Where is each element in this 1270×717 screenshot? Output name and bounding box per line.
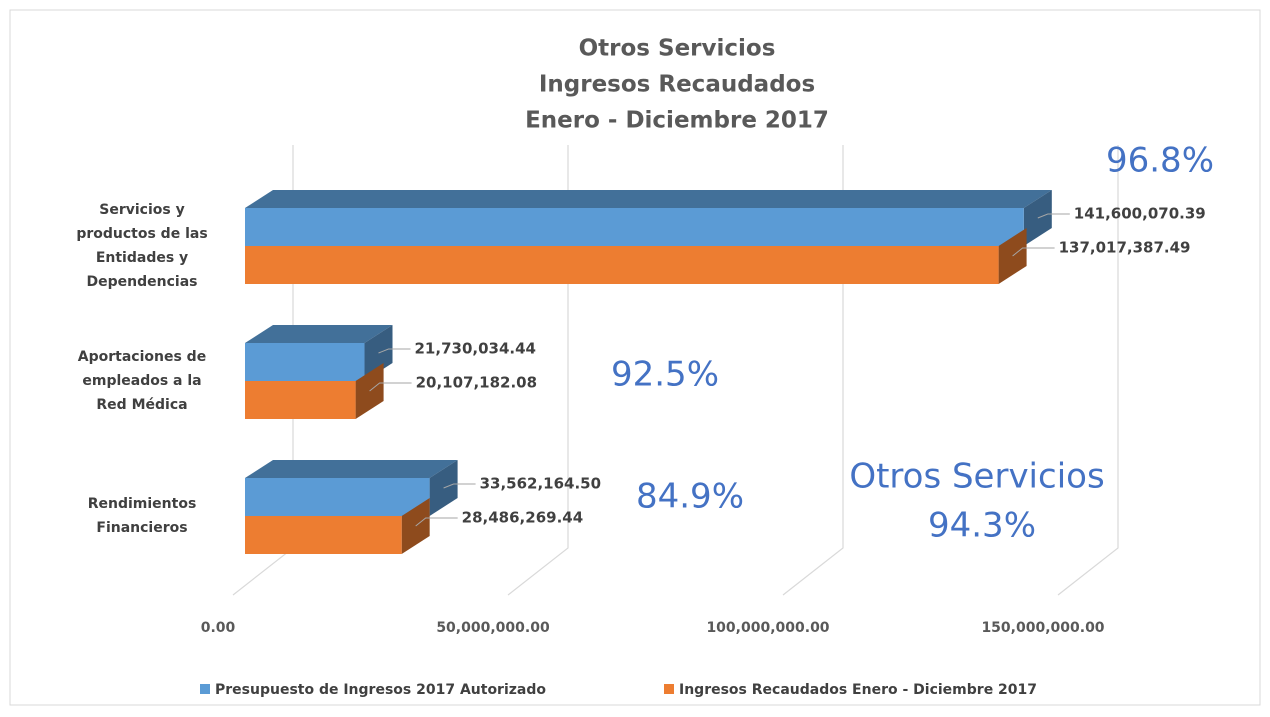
leader-line — [1037, 213, 1070, 219]
value-label: 20,107,182.08 — [416, 374, 537, 392]
value-label: 141,600,070.39 — [1074, 205, 1206, 223]
bar — [245, 190, 1052, 246]
value-label: 21,730,034.44 — [415, 340, 536, 358]
annotation: 94.3% — [928, 506, 1036, 546]
bar-top — [245, 460, 458, 478]
chart-title: Enero - Diciembre 2017 — [525, 108, 829, 134]
legend-swatch — [664, 684, 674, 694]
annotation: 96.8% — [1106, 141, 1214, 181]
category-label: Aportaciones de empleados a la Red Médica — [78, 349, 206, 413]
leader-line — [415, 517, 458, 527]
chart-title: Otros Servicios — [579, 36, 776, 62]
bar-side — [998, 228, 1027, 284]
value-label: 33,562,164.50 — [480, 475, 601, 493]
x-tick-label: 100,000,000.00 — [706, 620, 829, 636]
chart-frame — [9, 9, 1261, 706]
leader-line — [369, 382, 412, 392]
value-label: 137,017,387.49 — [1059, 239, 1191, 257]
legend-label: Ingresos Recaudados Enero - Diciembre 20… — [679, 682, 1037, 698]
category-label: Rendimientos Financieros — [88, 496, 197, 536]
x-tick-label: 0.00 — [201, 620, 236, 636]
leader-line — [443, 483, 476, 489]
value-label: 28,486,269.44 — [462, 509, 583, 527]
bar — [245, 498, 430, 554]
bar-top — [245, 325, 393, 343]
legend-label: Presupuesto de Ingresos 2017 Autorizado — [215, 682, 546, 698]
x-tick-label: 150,000,000.00 — [981, 620, 1104, 636]
chart-title: Ingresos Recaudados — [539, 72, 815, 98]
leader-line — [1012, 247, 1055, 257]
annotation: 84.9% — [636, 477, 744, 517]
bar-front — [245, 343, 365, 381]
legend-swatch — [200, 684, 210, 694]
bar-front — [245, 246, 999, 284]
bar-front — [245, 478, 430, 516]
bar — [245, 460, 458, 516]
leader-line — [378, 348, 411, 354]
bar-front — [245, 516, 402, 554]
bar-top — [245, 190, 1052, 208]
bar-front — [245, 381, 356, 419]
grid-line — [1057, 145, 1119, 596]
x-tick-label: 50,000,000.00 — [436, 620, 550, 636]
annotation: Otros Servicios — [849, 457, 1104, 497]
bar — [245, 325, 393, 381]
bar-front — [245, 208, 1024, 246]
category-label: Servicios y productos de las Entidades y De… — [76, 202, 207, 290]
bar — [245, 228, 1027, 284]
annotation: 92.5% — [611, 355, 719, 395]
